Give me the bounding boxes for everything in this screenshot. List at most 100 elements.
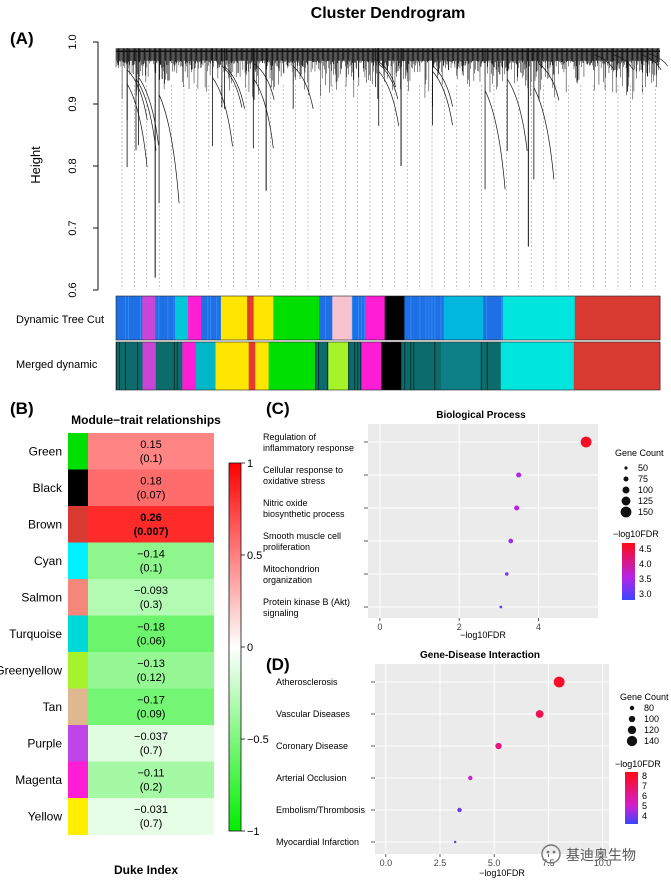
module-name: Green [29,444,62,458]
dendrogram-sub-curve [432,71,453,126]
heatmap-scale-ticks: 1 0.5 0 −0.5 −1 [241,458,269,838]
module-color-segment [116,296,143,340]
module-color-swatch [68,469,88,507]
panel-b-module-trait-heatmap: (B) Module−trait relationships Green 0.15… [0,399,269,877]
dendrogram-sub-curve [158,94,180,204]
module-color-segment [401,342,442,390]
size-legend-label: 125 [638,496,653,506]
module-color-stripe [318,342,320,390]
module-color-segment [332,296,353,340]
watermark-text: 基迪奥生物 [566,847,636,863]
bp-x-ticks: 0 2 4 [377,618,541,632]
scale-tick-label: −0.5 [247,734,269,746]
size-legend-label: 120 [644,725,659,735]
module-name: Turquoise [9,627,62,641]
gd-points [453,676,565,844]
color-legend-label: 3.0 [639,589,652,599]
gd-gridlines [375,664,609,854]
module-color-segment [443,296,484,340]
category-label: Coronary Disease [276,741,348,751]
color-legend-label: 4.5 [639,544,652,554]
panel-a-dendrogram: (A) Cluster Dendrogram Height 0.60.70.80… [10,5,668,391]
category-label: Vascular Diseases [276,709,350,719]
size-legend-label: 140 [644,736,659,746]
watermark: 基迪奥生物 [541,844,636,864]
module-color-stripe [428,296,430,340]
module-color-stripe [357,296,359,340]
dendrogram-sub-curve [292,66,314,109]
dendrogram-sub-curve [538,63,560,101]
correlation-value: 0.26 [140,512,161,524]
size-legend-label: 150 [638,507,653,517]
heatmap-cell [88,652,214,689]
heatmap-row: Tan −0.17 (0.09) [43,688,214,726]
module-color-swatch [68,615,88,653]
heatmap-row: Magenta −0.11 (0.2) [15,761,214,799]
module-color-segment [155,296,176,340]
module-color-segment [573,342,661,390]
p-value: (0.7) [140,745,163,757]
heatmap-cell [88,506,214,543]
heatmap-row: Turquoise −0.18 (0.06) [9,615,214,653]
category-label: Myocardial Infarction [276,837,359,847]
wechat-icon [541,844,561,864]
module-color-stripe [440,296,442,340]
bp-color-bar [622,543,635,600]
data-point [468,775,473,781]
correlation-value: 0.15 [140,439,161,451]
module-color-stripe [413,342,415,390]
y-tick-label: 0.6 [67,282,79,297]
correlation-value: −0.093 [134,585,168,597]
size-legend-dot [628,715,636,723]
module-color-stripe [351,296,353,340]
track-label-merged-dynamic: Merged dynamic [16,359,98,371]
data-point [505,572,509,576]
module-color-stripe [404,342,406,390]
heatmap-title: Module−trait relationships [71,413,221,427]
module-color-stripe [158,296,160,340]
heatmap-cell [88,433,214,470]
gd-category-labels: Atherosclerosis Vascular Diseases Coronary… [276,677,375,847]
module-color-stripe [216,296,218,340]
heatmap-cell [88,579,214,616]
heatmap-row: Black 0.18 (0.07) [33,469,214,507]
category-label-line: organization [263,575,312,585]
dendrogram-sub-curve [221,65,243,108]
size-legend-dot [622,486,630,494]
heatmap-row: Brown 0.26 (0.007) [28,506,214,543]
size-legend-dot [621,496,631,506]
module-color-swatch [68,688,88,726]
module-color-segment [480,342,502,390]
module-color-stripe [410,296,412,340]
x-tick-label: 10.0 [594,858,612,868]
p-value: (0.7) [140,818,163,830]
bp-plot-area [368,424,598,618]
dendrogram-sub-curve [377,63,399,100]
category-label-line: Regulation of [263,432,317,442]
dendrogram-sub-curve [138,77,159,146]
category-label-line: biosynthetic process [263,509,345,519]
dendrogram-y-ticks: 0.6 0.7 0.8 0.9 1.0 [67,34,98,298]
x-tick-label: 4 [536,622,541,632]
module-name: Greenyellow [0,663,62,677]
module-color-stripe [173,296,175,340]
panel-d-gene-disease: (D) Gene-Disease Interaction Atheroscler… [266,650,669,878]
module-color-stripe [167,296,169,340]
correlation-value: −0.11 [137,768,164,780]
module-color-stripe [357,342,359,390]
module-color-segment [201,296,222,340]
module-color-stripe [486,296,488,340]
scale-tick-label: 0.5 [247,550,262,562]
module-color-segment [142,342,157,390]
size-legend-dot [627,725,637,735]
bp-size-legend-title: Gene Count [615,448,664,458]
module-name: Magenta [15,773,62,787]
dendrogram-sub-curve [224,66,245,109]
gd-x-label: −log10FDR [479,868,525,878]
category-label-line: signaling [263,608,299,618]
data-point [580,436,592,448]
dendrogram-sub-curve [253,78,274,149]
scale-tick-label: 0 [247,642,253,654]
